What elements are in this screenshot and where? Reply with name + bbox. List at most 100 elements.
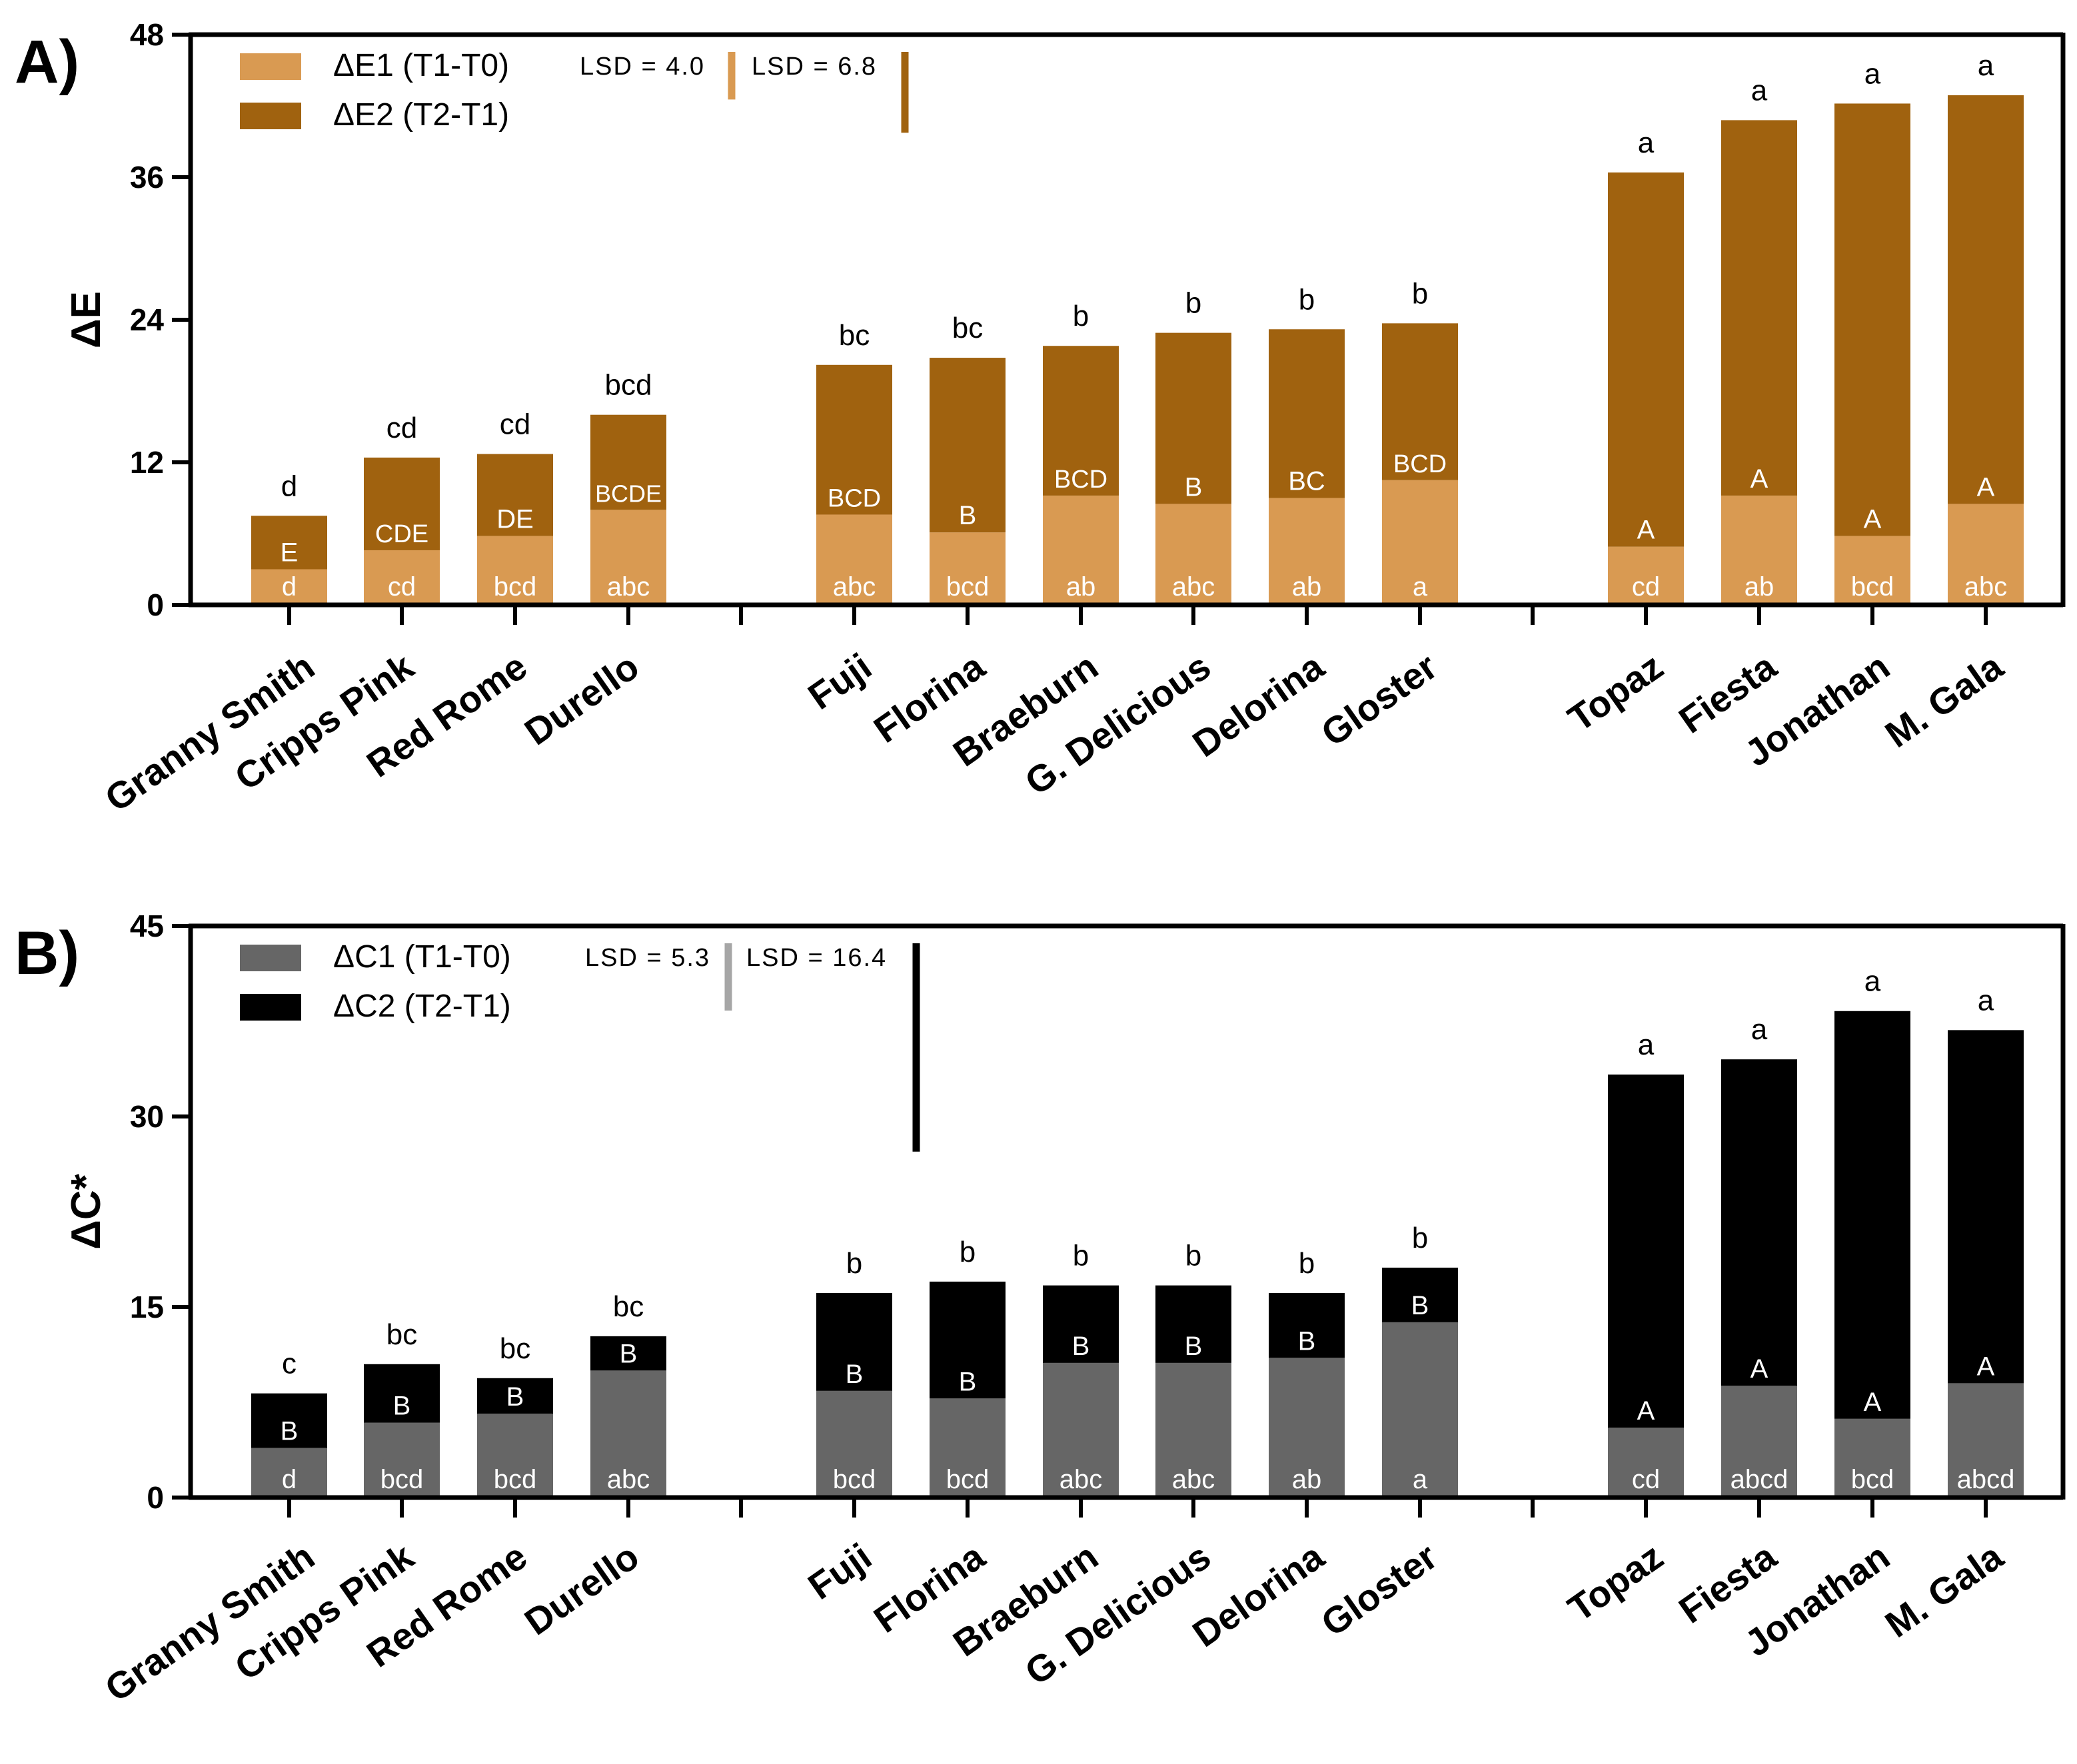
bar-segment-lower [1269, 498, 1345, 605]
bar-label-top: bc [613, 1290, 644, 1323]
bar-label-middle: A [1750, 464, 1768, 494]
y-tick-label: 15 [130, 1290, 164, 1324]
bar-segment-lower [1382, 1322, 1458, 1498]
bar-label-middle: B [1298, 1326, 1316, 1356]
y-tick-label: 30 [130, 1099, 164, 1134]
bar-label-top: d [281, 470, 297, 502]
bar-label-top: bc [952, 312, 983, 344]
bar-segment-lower [477, 536, 553, 605]
legend-swatch-series-2 [240, 103, 301, 129]
bar-label-top: a [1751, 1013, 1768, 1046]
legend-swatch-series-1 [240, 945, 301, 971]
bar-label-top: a [1638, 1029, 1655, 1061]
y-tick-label: 48 [130, 17, 164, 52]
bar-segment-upper [1043, 346, 1119, 496]
bar-segment-upper [251, 516, 327, 570]
bar-segment-lower [1834, 536, 1910, 605]
bar-segment-lower [1834, 1418, 1910, 1498]
bar-label-middle: E [281, 538, 299, 568]
bar-label-middle: BCDE [595, 480, 662, 507]
bar-label-lower: cd [388, 572, 416, 602]
bar-label-lower: bcd [946, 572, 990, 602]
x-tick-label: M. Gala [1878, 1535, 2011, 1645]
bar-segment-lower [1948, 504, 2024, 605]
bar-label-middle: B [959, 1367, 977, 1396]
bar-segment-upper [1155, 1285, 1231, 1363]
y-axis-label: ΔC* [63, 1173, 109, 1249]
bar-label-middle: BCD [1393, 450, 1447, 478]
bar-segment-upper [1608, 172, 1684, 547]
bar-label-lower: abc [607, 1465, 650, 1494]
bar-segment-upper [1608, 1075, 1684, 1428]
bar-label-top: b [1412, 277, 1428, 310]
bar-segment-upper [1948, 1030, 2024, 1384]
bar-label-middle: A [1637, 516, 1655, 545]
bar-label-lower: bcd [494, 1465, 537, 1494]
bar-segment-lower [251, 1448, 327, 1498]
bar-segment-upper [477, 454, 553, 536]
x-tick-label: Gloster [1313, 645, 1445, 754]
bar-label-lower: abcd [1731, 1465, 1788, 1494]
bar-segment-upper [1269, 329, 1345, 498]
x-tick-label: Durello [517, 1535, 646, 1643]
bar-segment-lower [1608, 546, 1684, 605]
lsd-label-2: LSD = 16.4 [746, 944, 887, 972]
bar-segment-upper [251, 1393, 327, 1448]
bar-label-middle: BCD [1054, 466, 1107, 494]
panel-label: A) [15, 28, 79, 96]
bar-label-lower: abc [607, 572, 650, 602]
bar-label-middle: A [1637, 1396, 1655, 1426]
bar-label-middle: A [1977, 1352, 1995, 1381]
bar-label-lower: bcd [1851, 1465, 1894, 1494]
bar-segment-upper [1834, 1011, 1910, 1419]
bar-label-middle: B [506, 1382, 524, 1412]
bar-segment-lower [1608, 1428, 1684, 1498]
bar-label-middle: B [846, 1360, 864, 1389]
bar-segment-lower [816, 514, 892, 605]
x-tick-label: Gloster [1313, 1535, 1445, 1644]
x-tick-label: Durello [517, 645, 646, 753]
y-tick-label: 36 [130, 160, 164, 195]
bar-segment-lower [1043, 495, 1119, 605]
legend-label-series-1: ΔE1 (T1-T0) [333, 48, 509, 83]
bar-label-top: b [1299, 283, 1315, 316]
bar-label-lower: a [1413, 1465, 1428, 1494]
bar-segment-upper [1834, 103, 1910, 536]
bar-label-top: a [1638, 127, 1655, 159]
bar-label-top: cd [500, 408, 530, 441]
bar-segment-upper [477, 1378, 553, 1414]
lsd-label-1: LSD = 5.3 [585, 944, 710, 972]
lsd-label-1: LSD = 4.0 [580, 53, 705, 81]
y-tick-label: 12 [130, 445, 164, 480]
legend-label-series-1: ΔC1 (T1-T0) [333, 939, 511, 975]
bar-segment-upper [590, 1336, 666, 1371]
bar-label-top: b [1073, 300, 1089, 332]
x-tick-label: M. Gala [1878, 645, 2011, 755]
y-tick-label: 0 [147, 1480, 164, 1515]
bar-segment-lower [816, 1390, 892, 1498]
bar-segment-upper [1382, 1267, 1458, 1322]
legend-swatch-series-2 [240, 994, 301, 1021]
x-tick-label: Topaz [1561, 645, 1671, 739]
bar-label-top: b [1185, 1240, 1201, 1272]
bar-segment-upper [1269, 1293, 1345, 1358]
bar-label-middle: B [281, 1417, 299, 1446]
legend-label-series-2: ΔE2 (T2-T1) [333, 97, 509, 133]
bar-segment-lower [364, 1422, 440, 1498]
legend-label-series-2: ΔC2 (T2-T1) [333, 989, 511, 1024]
bar-label-middle: BC [1288, 467, 1325, 496]
lsd-label-2: LSD = 6.8 [752, 53, 877, 81]
bar-label-lower: abc [1172, 1465, 1215, 1494]
bar-label-lower: d [282, 1465, 297, 1494]
bar-label-lower: abc [1059, 1465, 1103, 1494]
bar-label-top: b [846, 1247, 862, 1280]
bar-label-lower: ab [1292, 572, 1322, 602]
bar-label-top: b [1412, 1222, 1428, 1254]
bar-segment-lower [1382, 480, 1458, 605]
x-tick-label: Delorina [1185, 645, 1331, 765]
bar-label-lower: abc [1172, 572, 1215, 602]
x-tick-label: Topaz [1561, 1535, 1671, 1629]
bar-label-lower: ab [1292, 1465, 1322, 1494]
bar-label-lower: bcd [380, 1465, 424, 1494]
